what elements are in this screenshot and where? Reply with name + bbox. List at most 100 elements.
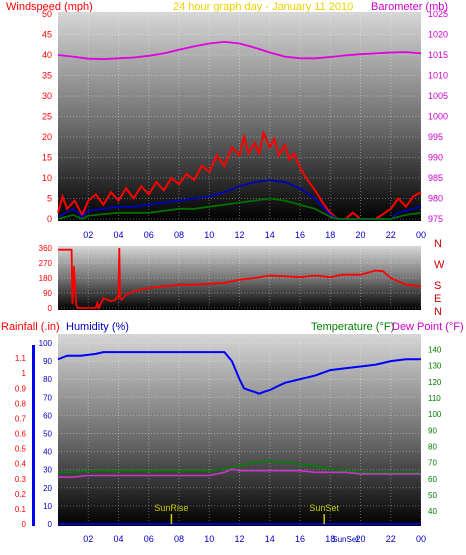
compass-label: N <box>434 306 442 318</box>
y-tick-label: 90 <box>43 357 52 366</box>
y-tick-label: 0.7 <box>15 414 27 423</box>
y-tick-label: 70 <box>428 459 437 468</box>
x-tick-label: 12 <box>234 230 244 240</box>
x-tick-label: 06 <box>144 534 154 544</box>
series-wind_low <box>57 197 422 221</box>
humidity-axis-label: Humidity (%) <box>66 321 129 333</box>
humidity-panel-series <box>57 351 421 525</box>
y-tick-label: 40 <box>428 507 437 516</box>
y-tick-label: 30 <box>43 466 52 475</box>
wind-panel-x-tick-labels: 02 04 06 08 10 12 14 16 18 20 22 00 <box>83 230 426 240</box>
wind-panel-series <box>57 40 422 221</box>
y-tick-label: 1015 <box>428 50 448 60</box>
compass-label: E <box>434 293 441 305</box>
y-tick-label: 360 <box>39 244 53 253</box>
y-tick-label: 0 <box>48 304 53 313</box>
y-tick-label: 5 <box>47 194 52 204</box>
wind-panel-grid <box>58 13 422 220</box>
x-tick-label: 16 <box>295 534 305 544</box>
y-tick-label: 270 <box>39 259 53 268</box>
direction-panel-series <box>58 247 422 311</box>
rainfall-axis-label: Rainfall (.in) <box>1 321 60 333</box>
sun-marker-label: SunRise <box>154 503 188 513</box>
windspeed-axis-label: Windspeed (mph) <box>6 1 93 13</box>
series-temperature <box>58 460 421 474</box>
y-tick-label: 1.1 <box>15 354 27 363</box>
x-tick-label: 04 <box>113 230 123 240</box>
series-wind_speed <box>57 129 422 220</box>
y-tick-label: 0.8 <box>15 399 27 408</box>
series-barometer <box>57 40 422 61</box>
y-tick-label: 20 <box>43 484 52 493</box>
y-tick-label: 1000 <box>428 112 448 122</box>
series-humidity <box>57 351 421 395</box>
y-tick-label: 60 <box>428 475 437 484</box>
dew-point-axis-label: Dew Point (°F) <box>392 321 464 333</box>
y-tick-label: 140 <box>428 345 442 354</box>
x-tick-label: 18 <box>325 534 335 544</box>
y-tick-label: 10 <box>43 502 52 511</box>
x-tick-label: 20 <box>355 230 365 240</box>
y-tick-label: 60 <box>43 411 52 420</box>
y-tick-label: 0.9 <box>15 384 27 393</box>
x-tick-label: 02 <box>83 534 93 544</box>
humidity-panel-x-tick-labels: 02 04 06 08 10 12 14 16 18 20 22 00 SunSet <box>83 534 426 544</box>
rainfall-axis-bar <box>32 345 35 526</box>
y-tick-label: 130 <box>428 362 442 371</box>
y-tick-label: 40 <box>42 50 52 60</box>
y-tick-label: 980 <box>428 194 443 204</box>
y-tick-label: 0.5 <box>15 445 27 454</box>
y-tick-label: 50 <box>428 491 437 500</box>
series-direction <box>58 247 422 311</box>
y-tick-label: 90 <box>428 426 437 435</box>
x-tick-label: 08 <box>174 230 184 240</box>
y-tick-label: 120 <box>428 378 442 387</box>
y-tick-label: 15 <box>42 153 52 163</box>
humidity-panel-grid <box>58 342 422 525</box>
y-tick-label: 70 <box>43 393 52 402</box>
humidity-tick-labels: 0 10 20 30 40 50 60 70 80 90 100 <box>39 339 53 529</box>
y-tick-label: 25 <box>42 112 52 122</box>
y-tick-label: 995 <box>428 132 443 142</box>
x-tick-label: 18 <box>325 230 335 240</box>
y-tick-label: 100 <box>428 410 442 419</box>
y-tick-label: 40 <box>43 448 52 457</box>
sun-annotations: SunRise SunSet <box>154 503 339 524</box>
y-tick-label: 1025 <box>428 9 448 19</box>
x-tick-label: 12 <box>234 534 244 544</box>
chart-title: 24 hour graph day - January 11 2010 <box>173 1 353 13</box>
y-tick-label: 80 <box>43 375 52 384</box>
y-tick-label: 0.1 <box>15 505 27 514</box>
x-tick-label: 14 <box>265 534 275 544</box>
y-tick-label: 30 <box>42 91 52 101</box>
x-end-label: SunSet <box>332 535 359 544</box>
y-tick-label: 100 <box>39 339 53 348</box>
y-tick-label: 10 <box>42 173 52 183</box>
x-tick-label: 00 <box>416 534 426 544</box>
y-tick-label: 0 <box>22 520 27 529</box>
y-tick-label: 990 <box>428 153 443 163</box>
x-tick-label: 22 <box>386 534 396 544</box>
y-tick-label: 1010 <box>428 71 448 81</box>
series-dew_point <box>58 468 421 478</box>
x-tick-label: 00 <box>416 230 426 240</box>
y-tick-label: 0.4 <box>15 460 27 469</box>
y-tick-label: 110 <box>428 394 441 403</box>
x-tick-label: 08 <box>174 534 184 544</box>
y-tick-label: 0.3 <box>15 475 27 484</box>
y-tick-label: 1 <box>22 369 27 378</box>
y-tick-label: 20 <box>42 132 52 142</box>
y-tick-label: 90 <box>43 289 52 298</box>
y-tick-label: 0 <box>48 520 53 529</box>
y-tick-label: 50 <box>43 430 52 439</box>
temperature-axis-label: Temperature (°F) <box>311 321 394 333</box>
y-tick-label: 45 <box>42 30 52 40</box>
x-tick-label: 16 <box>295 230 305 240</box>
x-tick-label: 10 <box>204 534 214 544</box>
direction-tick-labels: 0 90 180 270 360 <box>39 244 53 313</box>
y-tick-label: 1020 <box>428 30 448 40</box>
compass-label: S <box>434 280 441 292</box>
